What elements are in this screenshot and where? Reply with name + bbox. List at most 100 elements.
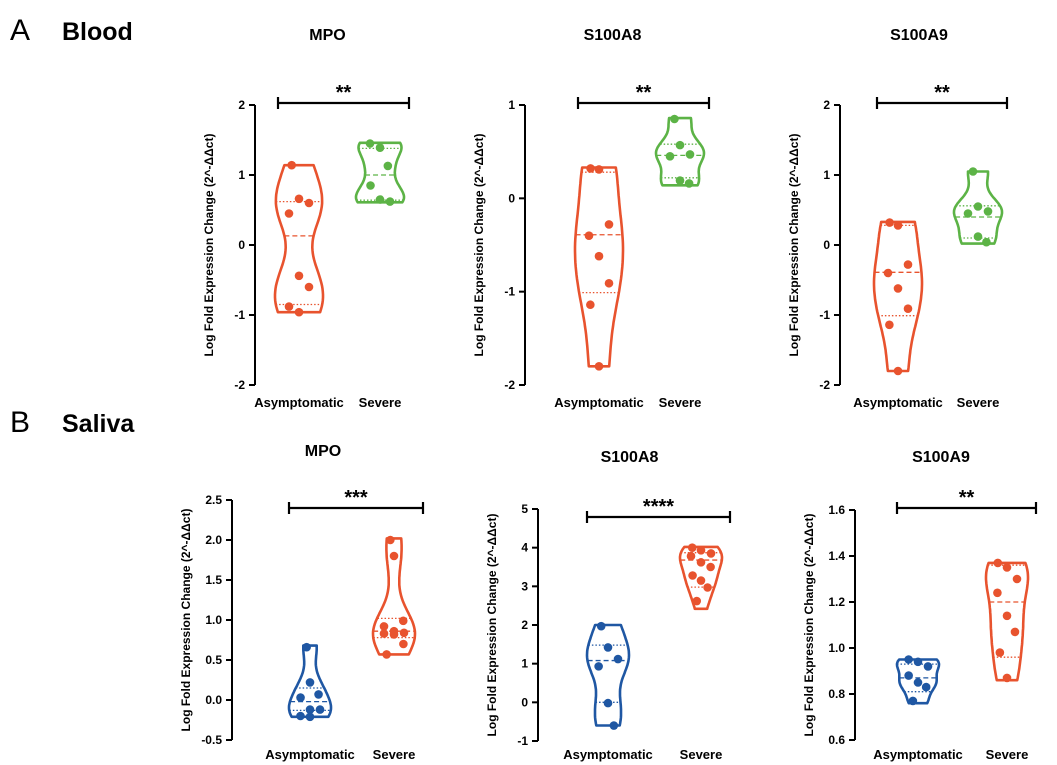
- data-point: [366, 181, 375, 190]
- data-point: [398, 616, 408, 626]
- data-point: [383, 161, 393, 171]
- y-tick-label: 0.8: [828, 687, 845, 701]
- y-axis-label: Log Fold Expression Change (2^-ΔΔct): [802, 514, 816, 737]
- violin-asymptomatic: [895, 655, 941, 706]
- data-point: [586, 164, 595, 173]
- data-point: [294, 307, 304, 317]
- data-point: [594, 662, 603, 671]
- chart-title: S100A8: [601, 449, 659, 466]
- chart-saliva-s100a9: S100A9 0.6 0.8 1.0 1.2 1.4 1.6 Log Fold Express…: [802, 449, 1038, 762]
- category-label: Severe: [680, 747, 723, 762]
- data-point: [885, 218, 894, 227]
- violin-outline: [354, 141, 406, 204]
- data-point: [399, 639, 408, 649]
- data-point: [670, 114, 679, 124]
- data-point: [305, 705, 315, 714]
- y-axis-label: Log Fold Expression Change (2^-ΔΔct): [179, 509, 193, 732]
- violin-outline: [678, 545, 724, 611]
- data-point: [982, 237, 991, 247]
- data-point: [1002, 563, 1012, 572]
- data-point: [609, 721, 619, 730]
- y-tick-label: -1: [234, 308, 245, 322]
- violin-severe: [371, 535, 417, 659]
- violin-severe: [952, 167, 1004, 247]
- data-point: [296, 693, 305, 702]
- chart-title: S100A8: [584, 27, 642, 44]
- category-label: Severe: [359, 395, 402, 410]
- data-point: [685, 150, 695, 159]
- data-point: [696, 546, 706, 555]
- section-title-blood: Blood: [62, 18, 133, 46]
- violin-severe: [354, 139, 406, 206]
- data-point: [287, 160, 296, 170]
- significance-label: **: [934, 82, 950, 104]
- data-point: [696, 558, 706, 567]
- y-tick-label: 5: [521, 502, 528, 516]
- y-tick-label: 0: [521, 695, 528, 709]
- data-point: [684, 179, 694, 188]
- data-point: [365, 139, 375, 148]
- chart-title: S100A9: [890, 27, 948, 44]
- y-tick-label: 2.5: [205, 493, 222, 507]
- y-tick-label: 1.2: [828, 595, 845, 609]
- data-point: [963, 209, 973, 218]
- significance-label: **: [336, 82, 352, 104]
- data-point: [675, 176, 685, 185]
- violin-outline: [273, 163, 325, 314]
- y-axis-label: Log Fold Expression Change (2^-ΔΔct): [202, 134, 216, 357]
- data-point: [973, 202, 983, 211]
- data-point: [995, 648, 1005, 657]
- violin-severe: [984, 558, 1030, 683]
- charts-group: MPO -2 -1 0 1 2 Log Fold Expression Change (2^…: [179, 27, 1038, 762]
- violin-severe: [654, 114, 706, 188]
- data-point: [389, 551, 399, 561]
- violin-asymptomatic: [273, 160, 325, 317]
- data-point: [304, 198, 314, 208]
- data-point: [613, 654, 623, 664]
- significance-label: ***: [344, 487, 368, 509]
- data-point: [305, 678, 315, 687]
- data-point: [968, 167, 978, 176]
- data-point: [594, 165, 604, 174]
- data-point: [604, 278, 614, 288]
- violin-outline: [573, 166, 625, 368]
- y-tick-label: 1: [238, 168, 245, 182]
- y-tick-label: 1.0: [828, 641, 845, 655]
- data-point: [885, 320, 894, 330]
- category-label: Severe: [373, 747, 416, 762]
- violin-outline: [984, 561, 1030, 682]
- data-point: [893, 366, 903, 376]
- data-point: [688, 571, 697, 580]
- y-tick-label: 1.0: [205, 613, 222, 627]
- y-tick-label: 2.0: [205, 533, 222, 547]
- data-point: [294, 271, 304, 281]
- significance-label: **: [636, 82, 652, 104]
- data-point: [389, 630, 399, 639]
- data-point: [903, 260, 913, 269]
- y-tick-label: -2: [504, 378, 515, 392]
- data-point: [921, 682, 931, 692]
- data-point: [1002, 611, 1012, 621]
- data-point: [973, 232, 983, 241]
- category-label: Asymptomatic: [873, 747, 963, 762]
- data-point: [304, 282, 314, 292]
- data-point: [594, 362, 604, 371]
- y-tick-label: 3: [521, 579, 528, 593]
- data-point: [665, 152, 675, 161]
- y-tick-label: 2: [521, 618, 528, 632]
- y-tick-label: 2: [238, 98, 245, 112]
- violin-severe: [678, 543, 724, 611]
- data-point: [1002, 673, 1012, 683]
- data-point: [993, 558, 1003, 568]
- violin-outline: [654, 116, 706, 187]
- category-label: Severe: [986, 747, 1029, 762]
- violin-outline: [895, 658, 941, 705]
- data-point: [706, 562, 715, 572]
- data-point: [382, 650, 391, 659]
- data-point: [993, 588, 1002, 598]
- data-point: [904, 655, 913, 664]
- data-point: [594, 251, 604, 261]
- category-label: Asymptomatic: [853, 395, 943, 410]
- y-tick-label: -0.5: [201, 733, 222, 747]
- data-point: [696, 576, 706, 585]
